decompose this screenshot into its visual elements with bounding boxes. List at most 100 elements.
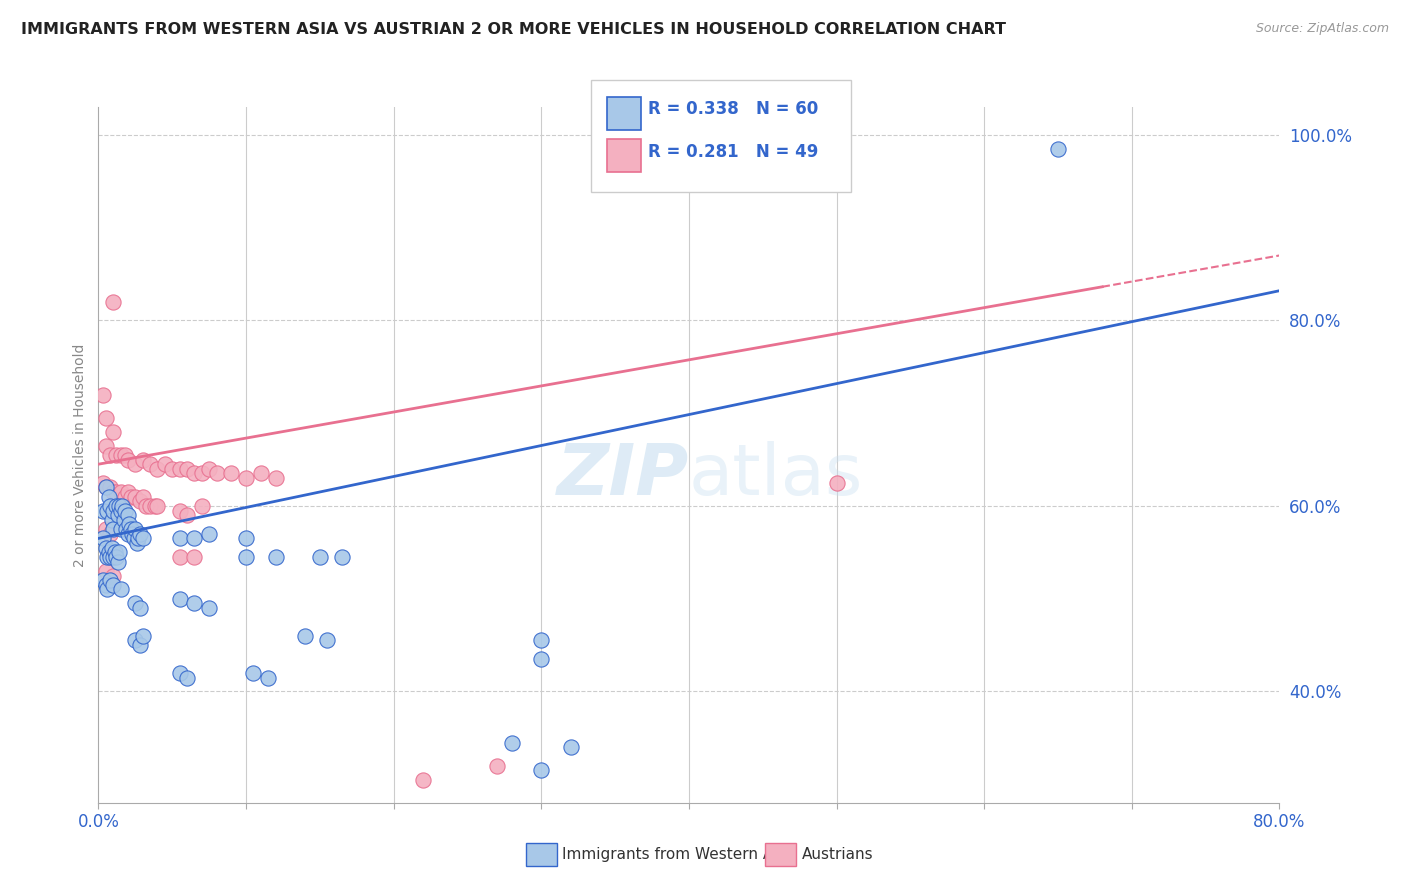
Point [98, 480, 121, 494]
Point [153, 457, 176, 471]
Point [139, 457, 162, 471]
Point [124, 457, 146, 471]
Text: atlas: atlas [689, 442, 863, 510]
Point [103, 294, 125, 309]
Point [105, 499, 128, 513]
Point [139, 499, 162, 513]
Point [114, 490, 136, 504]
Point [162, 462, 183, 476]
Point [132, 532, 155, 546]
Point [103, 568, 125, 582]
Point [125, 536, 148, 550]
Point [114, 448, 136, 462]
Point [114, 503, 136, 517]
Point [110, 485, 132, 500]
Point [120, 522, 142, 536]
Point [110, 582, 132, 597]
Point [169, 462, 191, 476]
Text: R = 0.338   N = 60: R = 0.338 N = 60 [648, 100, 818, 118]
Point [98, 448, 121, 462]
Point [103, 578, 125, 592]
Point [98, 526, 121, 541]
Point [98, 499, 121, 513]
Point [96, 549, 118, 564]
Point [198, 462, 221, 476]
Point [103, 503, 125, 517]
Point [124, 490, 146, 504]
Point [121, 526, 143, 541]
Point [530, 652, 553, 666]
Text: Source: ZipAtlas.com: Source: ZipAtlas.com [1256, 22, 1389, 36]
Point [103, 549, 125, 564]
Point [143, 499, 166, 513]
Point [235, 532, 257, 546]
Point [183, 467, 205, 481]
Point [183, 549, 205, 564]
Point [96, 503, 118, 517]
Point [105, 485, 128, 500]
Point [103, 485, 125, 500]
Point [486, 758, 509, 772]
Point [250, 467, 273, 481]
Point [128, 601, 150, 615]
Point [112, 513, 135, 527]
Point [127, 532, 149, 546]
Point [191, 499, 214, 513]
Point [110, 522, 132, 536]
Point [94, 564, 117, 578]
Point [94, 410, 117, 425]
Point [120, 490, 142, 504]
Point [501, 735, 523, 749]
Point [110, 448, 132, 462]
Point [176, 508, 198, 523]
Point [117, 526, 139, 541]
Point [132, 490, 155, 504]
Point [235, 549, 257, 564]
Point [97, 545, 120, 559]
Point [124, 596, 146, 610]
Point [530, 633, 553, 648]
Point [94, 480, 117, 494]
Point [91, 475, 114, 490]
Point [117, 452, 139, 467]
Point [98, 573, 121, 587]
Point [98, 549, 121, 564]
Point [94, 578, 117, 592]
Point [412, 772, 434, 787]
Point [176, 462, 198, 476]
Point [264, 471, 287, 485]
Point [128, 638, 150, 652]
Point [105, 549, 128, 564]
Point [235, 471, 257, 485]
Point [169, 549, 191, 564]
Point [94, 439, 117, 453]
Point [825, 475, 848, 490]
Point [183, 532, 205, 546]
Text: R = 0.281   N = 49: R = 0.281 N = 49 [648, 143, 818, 161]
Point [94, 522, 117, 536]
Point [169, 503, 191, 517]
Point [264, 549, 287, 564]
Point [294, 629, 316, 643]
Point [257, 671, 280, 685]
Point [198, 601, 221, 615]
Point [124, 522, 146, 536]
Text: Immigrants from Western Asia: Immigrants from Western Asia [562, 847, 796, 862]
Y-axis label: 2 or more Vehicles in Household: 2 or more Vehicles in Household [73, 343, 87, 566]
Point [91, 532, 114, 546]
Point [560, 740, 582, 755]
Point [330, 549, 353, 564]
Point [94, 541, 117, 555]
Point [122, 532, 145, 546]
Point [108, 499, 131, 513]
Point [100, 513, 122, 527]
Point [135, 499, 157, 513]
Point [128, 526, 150, 541]
Point [105, 448, 128, 462]
Point [198, 526, 221, 541]
Text: IMMIGRANTS FROM WESTERN ASIA VS AUSTRIAN 2 OR MORE VEHICLES IN HOUSEHOLD CORRELA: IMMIGRANTS FROM WESTERN ASIA VS AUSTRIAN… [21, 22, 1007, 37]
Point [169, 665, 191, 680]
Point [91, 387, 114, 401]
Point [205, 467, 228, 481]
Point [132, 452, 155, 467]
